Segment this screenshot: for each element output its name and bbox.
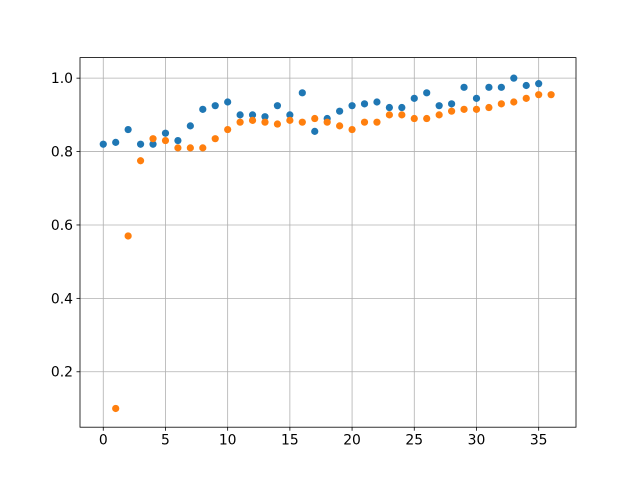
x-tick-label: 25: [405, 433, 423, 449]
series-blue-point: [360, 100, 369, 108]
series-blue-point: [460, 83, 468, 91]
series-blue-point: [522, 81, 530, 90]
axes-spines: [79, 57, 577, 428]
y-tick-label: 0.2: [51, 365, 73, 381]
series-blue-point: [373, 98, 381, 106]
series-orange-point: [472, 105, 481, 113]
series-blue-point: [199, 105, 207, 113]
series-orange-point: [497, 100, 505, 108]
y-tick-label: 0.6: [51, 218, 73, 234]
series-blue-point: [435, 102, 443, 110]
series-orange-point: [174, 144, 182, 152]
series-orange-point: [112, 404, 120, 413]
series-orange-point: [547, 91, 555, 99]
series-orange-point: [535, 91, 543, 99]
series-blue-point: [124, 125, 132, 134]
series-blue-point: [497, 83, 505, 91]
series-blue-point: [224, 98, 232, 106]
series-orange-point: [224, 125, 232, 134]
series-blue-point: [136, 140, 145, 148]
series-blue-point: [410, 94, 418, 102]
series-blue-point: [348, 102, 356, 110]
series-orange-point: [398, 111, 406, 119]
series-blue-point: [186, 122, 194, 130]
series-orange-point: [161, 136, 170, 145]
series-orange-point: [124, 232, 132, 240]
series-blue-point: [485, 83, 493, 91]
series-blue-point: [236, 111, 244, 119]
x-tick-label: 35: [530, 433, 548, 449]
series-orange-point: [211, 135, 219, 143]
series-blue-point: [298, 89, 306, 97]
y-tick-label: 0.8: [51, 144, 73, 160]
series-orange-point: [410, 114, 418, 123]
series-blue-point: [273, 102, 282, 110]
series-blue-point: [398, 103, 406, 112]
series-blue-point: [149, 140, 157, 148]
series-orange-point: [385, 111, 393, 119]
series-orange-point: [311, 114, 319, 123]
series-blue-point: [385, 103, 393, 112]
series-orange-point: [136, 157, 145, 165]
x-tick-label: 30: [468, 433, 486, 449]
series-orange-point: [248, 116, 257, 124]
series-blue-point: [311, 127, 319, 135]
series-orange-point: [373, 118, 381, 126]
series-orange-point: [199, 144, 207, 152]
x-tick-label: 15: [281, 433, 299, 449]
series-blue-point: [174, 136, 182, 145]
series-blue-point: [423, 89, 431, 97]
x-tick-label: 10: [219, 433, 237, 449]
series-blue-point: [261, 113, 269, 121]
series-orange-point: [149, 135, 157, 143]
series-blue-point: [472, 94, 481, 102]
series-orange-point: [435, 111, 443, 119]
series-blue-point: [535, 80, 543, 88]
series-orange-point: [286, 116, 294, 124]
series-blue-point: [336, 107, 344, 115]
series-orange-point: [236, 118, 244, 126]
x-tick-label: 20: [343, 433, 361, 449]
x-tick-label: 5: [161, 433, 170, 449]
series-blue-point: [448, 100, 456, 108]
series-blue-point: [211, 102, 219, 110]
series-orange-point: [522, 94, 530, 102]
series-orange-point: [485, 103, 493, 112]
series-orange-point: [273, 120, 282, 128]
series-orange-point: [448, 107, 456, 115]
series-blue-point: [99, 140, 107, 148]
series-blue-point: [248, 111, 257, 119]
series-blue-point: [112, 138, 120, 146]
series-orange-point: [460, 105, 468, 113]
series-orange-point: [323, 118, 331, 126]
series-orange-point: [186, 144, 194, 152]
y-tick-label: 0.4: [51, 291, 73, 307]
y-tick-label: 1.0: [51, 71, 73, 87]
series-orange-point: [360, 118, 369, 126]
series-orange-point: [348, 125, 356, 134]
series-orange-point: [261, 118, 269, 126]
series-orange-point: [423, 114, 431, 123]
series-orange-point: [510, 98, 518, 106]
x-tick-label: 0: [99, 433, 108, 449]
series-blue-point: [161, 129, 170, 137]
series-blue-point: [286, 111, 294, 119]
series-orange-point: [336, 122, 344, 130]
series-orange-point: [298, 118, 306, 126]
series-blue-point: [510, 74, 518, 82]
